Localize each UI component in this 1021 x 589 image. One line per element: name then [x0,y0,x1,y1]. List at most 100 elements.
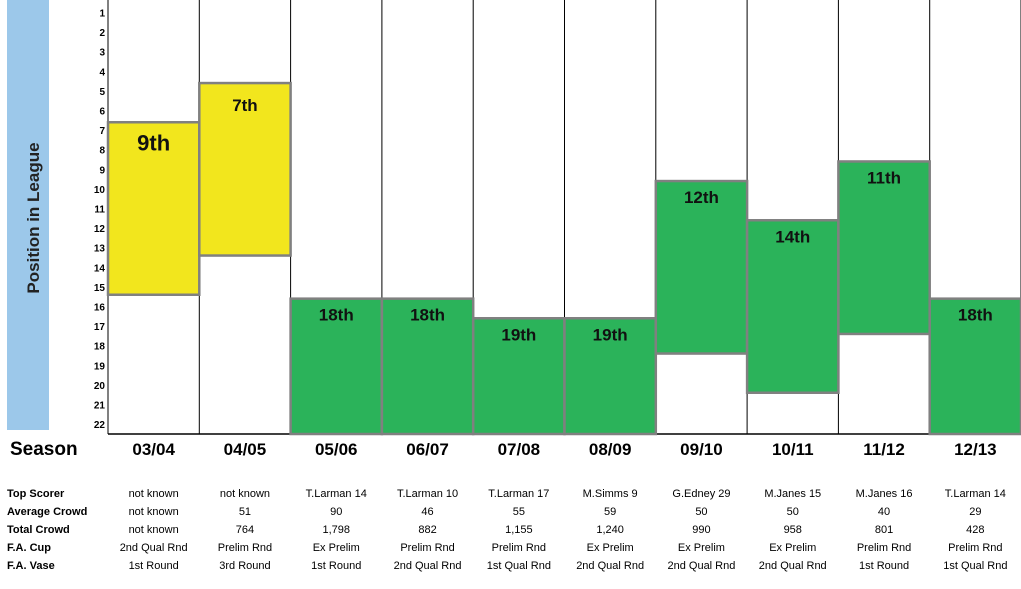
y-tick-label: 19 [94,361,106,372]
stats-row-label: Total Crowd [7,524,70,536]
stats-cell: 882 [418,524,437,536]
stats-cell: G.Edney 29 [672,488,731,500]
y-tick-label: 13 [94,244,106,255]
stats-cell: Ex Prelim [312,542,360,554]
stats-cell: 46 [421,506,434,518]
bar-label: 19th [593,325,628,344]
season-label: 05/06 [315,440,358,459]
stats-row-label: Top Scorer [7,488,65,500]
stats-cell: Prelim Rnd [948,542,1003,554]
stats-row: Average Crowd not known 51 90 46 55 59 50 50 40 29 [0,504,1021,522]
position-bar [654,179,749,355]
stats-cell: M.Simms 9 [582,488,638,500]
stats-cell: T.Larman 14 [944,488,1006,500]
stats-row: F.A. Cup 2nd Qual Rnd Prelim Rnd Ex Prelim P… [0,540,1021,558]
stats-cell: Prelim Rnd [856,542,912,554]
stats-cell: Prelim Rnd [400,542,455,554]
stats-cell: 50 [786,506,799,518]
stats-cell: 1st Round [858,560,910,572]
position-bar [745,219,840,394]
bar-label: 7th [232,96,258,115]
bar-label: 14th [775,227,810,246]
season-label: 08/09 [589,440,632,459]
stats-cell: Ex Prelim [769,542,817,554]
season-label: 09/10 [680,440,723,459]
y-tick-label: 16 [94,303,106,314]
stats-cell: Ex Prelim [586,542,634,554]
stats-cell: 990 [692,524,711,536]
bar-label: 19th [501,325,536,344]
y-axis-label: Position in League [24,142,43,293]
stats-cell: M.Janes 15 [764,488,822,500]
position-bars [106,81,1021,436]
season-stats-table: Top Scorer not known not known T.Larman 14 T… [0,486,1021,576]
stats-cell: 50 [695,506,708,518]
y-tick-label: 7 [99,126,105,137]
stats-cell: 2nd Qual Rnd [576,560,645,572]
stats-row: Top Scorer not known not known T.Larman 14 T… [0,486,1021,504]
stats-cell: not known [219,488,271,500]
stats-cell: 1,155 [505,524,533,536]
stats-cell: not known [128,506,179,518]
y-tick-label: 8 [99,146,105,157]
stats-cell: Prelim Rnd [217,542,273,554]
x-axis-label: Season [10,439,78,460]
stats-cell: 2nd Qual Rnd [119,542,188,554]
stats-cell: 1st Round [128,560,179,572]
bar-label: 18th [319,306,354,325]
stats-cell: 3rd Round [219,560,271,572]
league-position-chart: Position in League 123456789101112131415… [7,0,1021,460]
y-tick-label: 21 [94,401,106,412]
season-label: 11/12 [863,440,905,459]
y-tick-label: 14 [94,263,106,274]
y-tick-label: 15 [94,283,106,294]
y-tick-label: 10 [94,185,106,196]
stats-cell: 29 [969,506,982,518]
stats-cell: Ex Prelim [677,542,725,554]
stats-cell: 764 [235,524,255,536]
stats-cell: Prelim Rnd [491,542,547,554]
y-tick-label: 2 [99,28,105,39]
stats-cell: 59 [604,506,617,518]
stats-row: F.A. Vase 1st Round 3rd Round 1st Round 2nd … [0,558,1021,576]
stats-cell: not known [128,488,179,500]
stats-cell: 40 [877,506,891,518]
stats-row-label: F.A. Cup [7,542,51,554]
season-labels: 03/04 04/05 05/06 06/07 07/08 08/09 09/10 10/11… [132,440,996,459]
stats-cell: 51 [238,506,252,518]
stats-cell: 801 [874,524,894,536]
stats-cell: 55 [512,506,525,518]
stats-row-label: F.A. Vase [7,560,55,572]
bar-label: 18th [410,306,445,325]
stats-cell: T.Larman 17 [488,488,550,500]
y-tick-label: 5 [99,87,105,98]
bar-label: 18th [958,306,993,325]
position-bar [837,160,931,336]
stats-cell: 90 [330,506,343,518]
stats-cell: 958 [783,524,802,536]
y-tick-label: 17 [94,322,106,333]
stats-cell: T.Larman 14 [305,488,367,500]
stats-cell: 1st Round [311,560,362,572]
stats-cell: not known [128,524,179,536]
bar-label: 12th [684,188,719,207]
stats-cell: 1st Qual Rnd [943,560,1008,572]
y-tick-label: 12 [94,224,106,235]
y-tick-label: 9 [99,165,105,176]
stats-cell: 1,240 [596,524,624,536]
stats-cell: 1st Qual Rnd [486,560,551,572]
season-label: 04/05 [224,440,267,459]
season-label: 06/07 [406,440,449,459]
stats-cell: 2nd Qual Rnd [667,560,736,572]
season-label: 12/13 [954,440,997,459]
season-label: 10/11 [772,440,814,459]
position-bar [198,81,292,257]
y-tick-label: 6 [99,107,105,118]
stats-cell: M.Janes 16 [855,488,913,500]
bar-labels: 9th 7th 18th 18th 19th 19th 12th 14th 11th 18th [137,96,993,344]
bar-label: 11th [867,168,901,187]
stats-cell: T.Larman 10 [396,488,459,500]
position-bar [563,317,658,436]
bar-label: 9th [137,130,170,155]
